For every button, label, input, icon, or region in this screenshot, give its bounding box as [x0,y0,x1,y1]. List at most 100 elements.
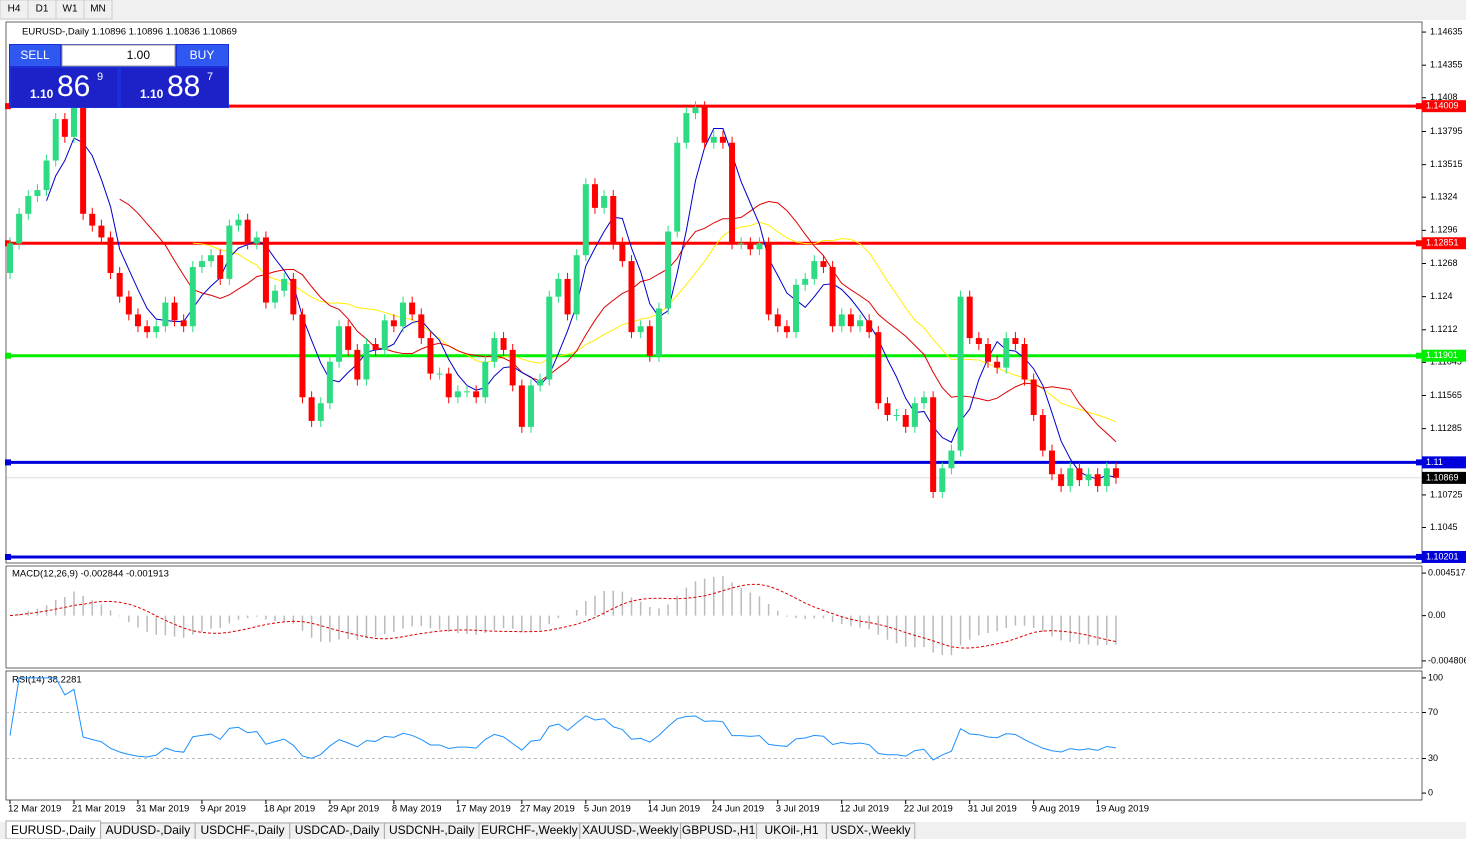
lot-value[interactable]: 1.00 [127,48,151,62]
candle-body [756,243,763,250]
y-tick-label: 1.11565 [1430,390,1462,400]
candle-body [911,403,918,427]
y-tick-label: 30 [1428,753,1438,763]
candle-body [125,296,132,315]
candle-body [957,296,964,451]
candle-body [482,361,489,398]
chart-tab-label[interactable]: USDCNH-,Daily [389,823,474,837]
candle-body [601,196,608,208]
level-handle [1416,352,1422,359]
candle-body [372,343,379,350]
sell-label[interactable]: SELL [20,48,50,62]
candle-body [829,267,836,327]
candle-body [299,314,306,398]
candle-body [34,190,41,197]
x-tick-label: 21 Mar 2019 [72,804,125,815]
level-label: 1.10869 [1426,472,1459,482]
candle-body [308,397,315,421]
buy-big: 1.10 [140,87,164,101]
candle-body [710,136,717,143]
candle-body [975,338,982,344]
chart-tab-label[interactable]: USDX-,Weekly [831,823,911,837]
candle-body [793,284,800,333]
candle-body [52,119,59,161]
level-handle [5,352,11,359]
candle-body [189,267,196,327]
candle-body [820,261,827,268]
candle-body [765,243,772,315]
timeframe-button[interactable] [83,0,113,20]
candle-body [390,320,397,327]
candle-body [445,373,452,398]
candle-body [400,302,407,327]
buy-frac: 7 [207,71,213,83]
level-label-bg [1422,349,1466,362]
candle-body [464,391,470,393]
y-tick-label: 1.11845 [1430,357,1462,367]
candle-body [1094,474,1101,487]
candle-body [427,338,434,374]
y-tick-label: 1.13515 [1430,159,1463,169]
y-tick-label: 1.13795 [1430,126,1463,136]
candle-body [336,326,343,362]
level-label-bg [1422,237,1466,250]
y-tick-label: 0.00 [1428,610,1446,620]
candle-body [1076,468,1083,481]
level-handle [5,553,11,560]
chart-tab-label[interactable]: UKOil-,H1 [764,823,818,837]
chart-tab-label[interactable]: USDCHF-,Daily [201,823,285,837]
candle-body [1085,474,1092,481]
candle-body [80,83,87,214]
candle-body [591,184,598,208]
candle-body [527,385,534,427]
candle-body [838,314,845,327]
y-tick-label: 1.1408 [1430,92,1458,102]
y-tick-label: 1.11285 [1430,423,1462,433]
trade-panel: SELL 1.00 BUY 1.10 86 9 1.10 88 7 [9,44,229,108]
y-tick-label: 0 [1428,787,1433,797]
rsi-title: RSI(14) 38.2281 [12,675,82,686]
candle-body [89,213,96,226]
candle-body [473,391,480,398]
candle-body [729,142,736,244]
chart-tab-label[interactable]: USDCAD-,Daily [295,823,380,837]
sell-pips: 86 [57,70,90,103]
buy-price-box[interactable] [121,68,228,107]
x-tick-label: 31 Mar 2019 [136,804,189,815]
timeframe-label[interactable]: H4 [8,4,21,15]
candle-body [226,225,233,279]
candle-body [573,255,580,315]
chart-tab-label[interactable]: AUDUSD-,Daily [106,823,191,837]
x-tick-label: 31 Jul 2019 [968,804,1017,815]
y-tick-label: 1.124 [1430,291,1453,301]
toolbar [0,0,1466,20]
chart-tab-label[interactable]: EURCHF-,Weekly [481,823,577,837]
chart-title: EURUSD-,Daily 1.10896 1.10896 1.10836 1.… [22,27,237,38]
chart-tab-label[interactable]: EURUSD-,Daily [11,823,96,837]
level-handle [1416,103,1422,110]
chart-tab-label[interactable]: XAUUSD-,Weekly [582,823,678,837]
y-tick-label: -0.004806 [1428,655,1466,665]
timeframe-label[interactable]: D1 [36,4,49,15]
candle-body [500,338,507,350]
buy-button[interactable] [177,45,228,66]
candle-body [61,119,68,137]
y-tick-label: 100 [1428,672,1443,682]
sell-price-box[interactable] [11,68,117,107]
candle-body [70,83,77,137]
candle-body [1103,468,1110,487]
sell-button[interactable] [10,45,60,66]
timeframe-label[interactable]: MN [90,4,106,15]
candle-body [747,243,754,250]
timeframe-label[interactable]: W1 [63,4,78,15]
candle-body [1021,343,1028,380]
candle-body [153,326,160,333]
lot-input[interactable] [61,44,176,67]
candle-body [683,113,690,143]
candle-body [1112,468,1119,478]
main-pane [5,21,1423,564]
chart-tab-label[interactable]: GBPUSD-,H1 [682,823,756,837]
sell-big: 1.10 [30,87,54,101]
candle-body [866,320,873,333]
buy-label[interactable]: BUY [190,48,215,62]
